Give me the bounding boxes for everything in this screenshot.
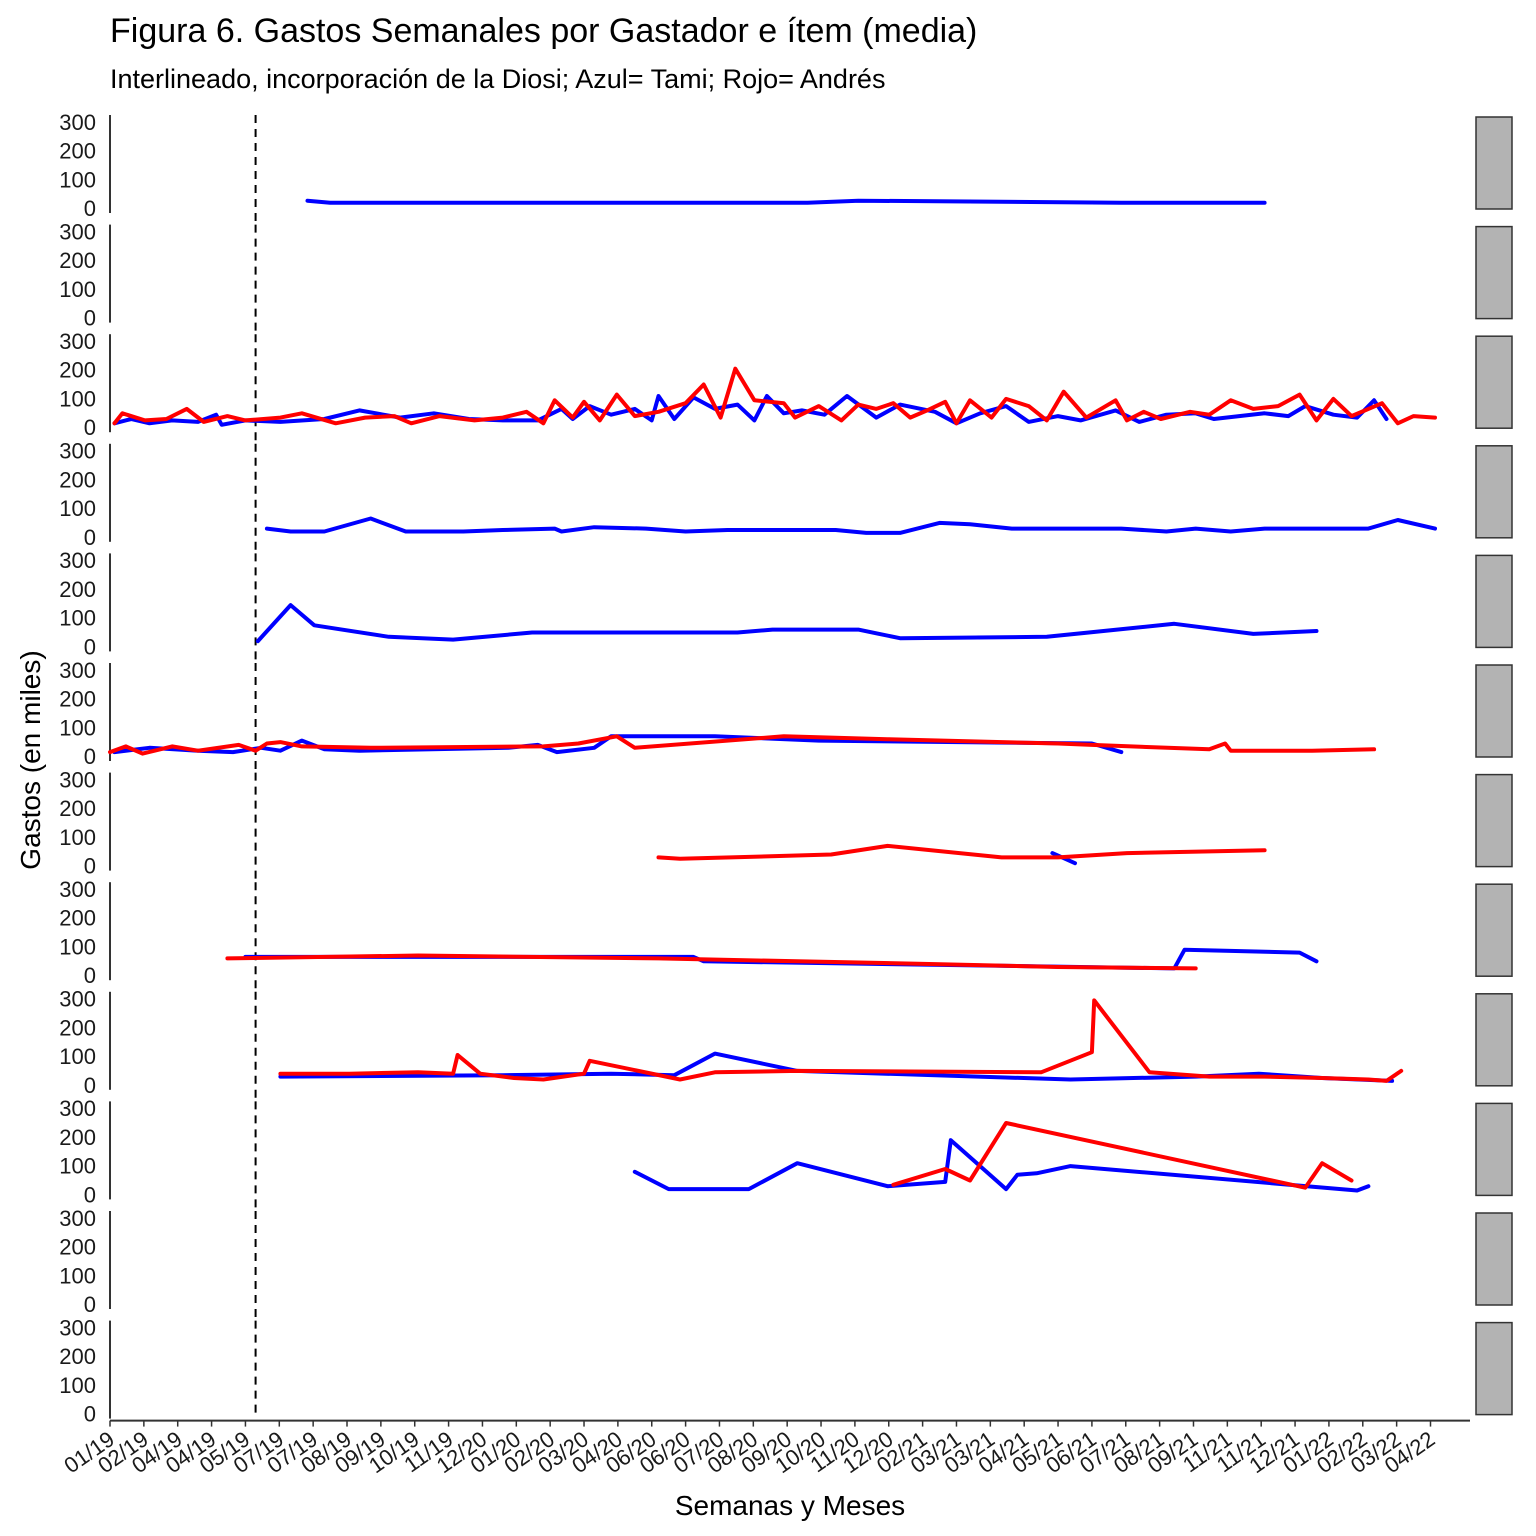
panel-strip xyxy=(1475,225,1513,320)
y-tick-label: 300 xyxy=(59,1315,96,1340)
panel: 0100200300er Reña xyxy=(59,1206,1513,1321)
y-tick-label: 0 xyxy=(84,1402,96,1427)
y-tick-label: 300 xyxy=(59,987,96,1012)
y-tick-label: 300 xyxy=(59,877,96,902)
y-tick-label: 100 xyxy=(59,825,96,850)
y-tick-label: 200 xyxy=(59,577,96,602)
y-tick-label: 0 xyxy=(84,525,96,550)
series-line xyxy=(225,953,1198,971)
y-tick-label: 200 xyxy=(59,1344,96,1369)
y-tick-label: 200 xyxy=(59,139,96,164)
panel: 0100200300Agua xyxy=(59,110,1513,225)
panel-strip xyxy=(1475,116,1513,210)
panel: 0100200300Farmacia xyxy=(59,767,1513,883)
y-tick-label: 100 xyxy=(59,606,96,631)
panel: 0100200300nas Influ xyxy=(59,1315,1513,1427)
y-tick-label: 300 xyxy=(59,329,96,354)
panel-strip xyxy=(1475,1102,1513,1197)
x-axis-title: Semanas y Meses xyxy=(675,1490,905,1521)
panel-strip xyxy=(1475,993,1513,1087)
y-tick-label: 200 xyxy=(59,248,96,273)
series-line xyxy=(278,998,1404,1083)
chart-title: Figura 6. Gastos Semanales por Gastador … xyxy=(110,12,978,50)
panel-strip xyxy=(1475,664,1513,758)
y-tick-label: 100 xyxy=(59,715,96,740)
y-axis-title: Gastos (en miles) xyxy=(15,650,46,869)
panel: 0100200300lectricida xyxy=(59,548,1513,663)
y-tick-label: 0 xyxy=(84,415,96,440)
y-tick-label: 100 xyxy=(59,277,96,302)
y-tick-label: 200 xyxy=(59,1015,96,1040)
y-tick-label: 0 xyxy=(84,196,96,221)
panel-strip xyxy=(1475,773,1513,868)
y-tick-label: 0 xyxy=(84,744,96,769)
chart-subtitle: Interlineado, incorporación de la Diosi;… xyxy=(110,64,886,94)
y-tick-label: 0 xyxy=(84,854,96,879)
x-axis: 01/1902/1904/1904/1905/1907/1907/1908/19… xyxy=(59,1419,1470,1478)
panel: 0100200300Otros xyxy=(59,1096,1513,1211)
y-tick-label: 200 xyxy=(59,1235,96,1260)
panel-strip xyxy=(1475,1212,1513,1306)
series-line xyxy=(632,1138,1371,1193)
series-line xyxy=(264,516,1437,535)
series-line xyxy=(305,198,1267,205)
series-line xyxy=(656,843,1267,861)
y-tick-label: 0 xyxy=(84,1182,96,1207)
y-tick-label: 100 xyxy=(59,1263,96,1288)
panel: 0100200300Enceres xyxy=(59,658,1513,773)
series-line xyxy=(112,366,1437,426)
panel: 0100200300unicacio xyxy=(59,439,1513,554)
y-tick-label: 100 xyxy=(59,167,96,192)
y-tick-label: 100 xyxy=(59,934,96,959)
panel: 0100200300o keros xyxy=(59,877,1513,992)
y-tick-label: 0 xyxy=(84,634,96,659)
panel: 0100200300Comida xyxy=(59,329,1513,444)
y-tick-label: 300 xyxy=(59,548,96,573)
panel-strip xyxy=(1475,1321,1513,1416)
y-tick-label: 200 xyxy=(59,796,96,821)
y-tick-label: 100 xyxy=(59,386,96,411)
y-tick-label: 300 xyxy=(59,1096,96,1121)
y-tick-label: 200 xyxy=(59,687,96,712)
series-line xyxy=(108,734,1377,756)
y-tick-label: 0 xyxy=(84,1073,96,1098)
y-tick-label: 100 xyxy=(59,1373,96,1398)
panel-strip xyxy=(1475,883,1513,977)
y-tick-label: 100 xyxy=(59,496,96,521)
panel-strip xyxy=(1475,554,1513,649)
y-tick-label: 300 xyxy=(59,219,96,244)
y-tick-label: 100 xyxy=(59,1044,96,1069)
panel: 0100200300cina Reñ xyxy=(59,219,1513,335)
series-line xyxy=(891,1121,1354,1190)
y-tick-label: 0 xyxy=(84,306,96,331)
panel-strip xyxy=(1475,335,1513,429)
series-line xyxy=(112,394,1389,427)
y-tick-label: 300 xyxy=(59,658,96,683)
y-tick-label: 300 xyxy=(59,1206,96,1231)
panel-strip xyxy=(1475,445,1513,539)
y-tick-label: 0 xyxy=(84,1292,96,1317)
y-tick-label: 300 xyxy=(59,110,96,135)
y-tick-label: 0 xyxy=(84,963,96,988)
y-tick-label: 200 xyxy=(59,467,96,492)
y-tick-label: 200 xyxy=(59,1125,96,1150)
y-tick-label: 200 xyxy=(59,906,96,931)
y-tick-label: 100 xyxy=(59,1154,96,1179)
y-tick-label: 300 xyxy=(59,767,96,792)
y-tick-label: 200 xyxy=(59,358,96,383)
chart-panels: 0100200300Agua0100200300cina Reñ01002003… xyxy=(59,110,1513,1427)
series-line xyxy=(255,603,1319,644)
y-tick-label: 300 xyxy=(59,439,96,464)
panel: 0100200300Mascota xyxy=(59,987,1513,1102)
